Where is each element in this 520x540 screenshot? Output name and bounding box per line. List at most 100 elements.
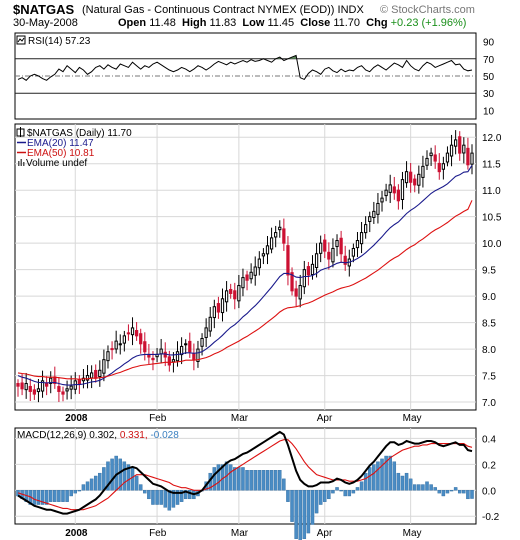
- candle: [392, 186, 396, 194]
- candle: [413, 178, 417, 186]
- macd-x-axis-label: Apr: [317, 528, 333, 539]
- macd-histogram-bar: [441, 490, 446, 497]
- macd-histogram-bar: [335, 487, 339, 491]
- macd-histogram-bar: [171, 490, 176, 508]
- macd-histogram-bar: [98, 472, 102, 491]
- macd-histogram-bar: [417, 484, 421, 491]
- macd-histogram-bar: [359, 481, 364, 491]
- macd-histogram-bar: [265, 470, 270, 491]
- macd-histogram-bar: [466, 490, 470, 500]
- macd-histogram-bar: [151, 490, 155, 505]
- macd-histogram-bar: [249, 470, 253, 491]
- macd-histogram-bar: [310, 490, 315, 525]
- candle: [437, 162, 441, 173]
- macd-histogram-bar: [233, 467, 237, 491]
- candle: [114, 340, 118, 350]
- macd-histogram-bar: [290, 490, 294, 522]
- candle: [306, 266, 311, 276]
- price-tick-label: 9.0: [482, 292, 496, 303]
- macd-histogram-bar: [237, 467, 241, 491]
- candle: [102, 359, 106, 374]
- macd-histogram-bar: [126, 464, 131, 491]
- candle: [208, 316, 212, 332]
- candle: [335, 240, 339, 248]
- candle: [404, 171, 409, 184]
- macd-histogram-bar: [118, 458, 122, 491]
- macd-histogram-bar: [48, 490, 53, 502]
- macd-histogram-bar: [404, 472, 409, 491]
- macd-signal-line: [17, 439, 473, 511]
- macd-histogram-bar: [159, 490, 163, 505]
- rsi-tick-label: 10: [483, 106, 495, 117]
- macd-histogram-bar: [437, 490, 442, 494]
- macd-histogram-bar: [138, 484, 143, 491]
- macd-histogram-bar: [294, 490, 298, 539]
- macd-histogram-bar: [363, 472, 368, 491]
- macd-histogram-bar: [175, 490, 180, 505]
- candle: [94, 369, 98, 379]
- macd-histogram-bar: [269, 470, 274, 491]
- macd-panel: -0.2 0.0 0.2 0.4 MACD(12,26,9) 0.302, 0.331,…: [14, 427, 500, 540]
- price-tick-label: 10.5: [482, 213, 502, 224]
- macd-histogram-bar: [462, 490, 466, 494]
- candle: [470, 152, 474, 165]
- volume-legend-icon: [18, 161, 20, 166]
- macd-histogram-bar: [282, 478, 286, 491]
- candle: [319, 242, 323, 254]
- macd-histogram-bar: [286, 490, 290, 502]
- low-label: Low: [242, 17, 265, 29]
- candle: [314, 253, 319, 269]
- price-legend: $NATGAS (Daily) 11.70: [27, 128, 132, 139]
- price-legend: EMA(20) 11.47: [27, 138, 94, 149]
- macd-histogram-bar: [298, 490, 302, 540]
- macd-histogram-bar: [388, 455, 392, 491]
- price-tick-label: 10.0: [482, 239, 502, 250]
- price-panel: 7.0 7.5 8.0 8.5 9.0 9.5 10.0 10.5 11.0 11.5 12.0 $N…: [14, 123, 502, 424]
- macd-histogram-bar: [261, 470, 266, 491]
- candle: [77, 379, 81, 385]
- candle: [200, 338, 204, 347]
- candle: [40, 380, 45, 392]
- price-tick-label: 8.5: [482, 319, 496, 330]
- price-tick-label: 7.5: [482, 372, 496, 383]
- x-axis-label: Feb: [149, 413, 167, 424]
- macd-legend-value: 0.302,: [89, 430, 120, 441]
- macd-x-axis-label: May: [403, 528, 422, 539]
- candle: [327, 251, 331, 260]
- candle: [343, 255, 347, 265]
- high-label: High: [182, 17, 207, 29]
- watermark: © StockCharts.com: [380, 4, 475, 16]
- candle: [396, 189, 401, 202]
- change-value: +0.23 (+1.96%): [390, 17, 467, 29]
- candle: [417, 173, 421, 186]
- chart-date: 30-May-2008: [13, 17, 78, 29]
- macd-histogram-bar: [167, 490, 172, 511]
- candle: [445, 152, 450, 163]
- candle: [237, 285, 241, 302]
- x-axis-label: Mar: [231, 413, 249, 424]
- open-label: Open: [118, 17, 147, 29]
- rsi-panel: 10 30 50 70 90 RSI(14) 57.23: [14, 32, 495, 120]
- rsi-legend-icon: [17, 37, 25, 43]
- macd-histogram-bar: [273, 470, 278, 491]
- price-legend: EMA(50) 10.81: [27, 148, 95, 159]
- macd-histogram-bar: [253, 470, 257, 491]
- candle: [233, 290, 237, 300]
- macd-histogram-bar: [122, 461, 127, 491]
- candle: [159, 348, 163, 355]
- candle: [143, 341, 147, 353]
- macd-histogram-bar: [179, 490, 184, 502]
- candle: [372, 210, 376, 218]
- candle: [216, 303, 221, 313]
- macd-x-axis-label: Mar: [231, 528, 249, 539]
- candle: [49, 377, 53, 384]
- candle: [429, 152, 433, 157]
- candle: [425, 157, 429, 166]
- candle: [359, 232, 364, 245]
- macd-x-axis-label: Feb: [149, 528, 167, 539]
- macd-histogram-bar: [470, 490, 474, 499]
- x-axis-label: May: [403, 413, 422, 424]
- candle: [364, 224, 368, 234]
- candle: [85, 375, 90, 381]
